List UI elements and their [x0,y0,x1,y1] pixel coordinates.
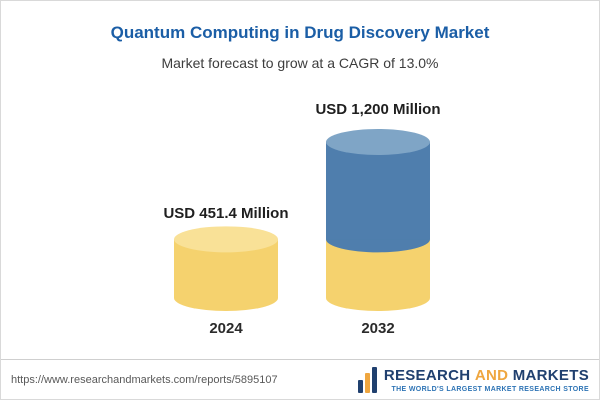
cylinder-top-face [326,129,430,155]
logo-word-markets: MARKETS [512,366,589,384]
cylinder-segment-body [326,142,430,240]
chart-title: Quantum Computing in Drug Discovery Mark… [110,23,490,42]
report-url-link[interactable]: https://www.researchandmarkets.com/repor… [11,373,278,386]
logo-tagline: THE WORLD'S LARGEST MARKET RESEARCH STOR… [391,385,589,393]
category-label-2024: 2024 [209,320,243,337]
footer-bar: https://www.researchandmarkets.com/repor… [1,359,599,399]
logo-bars-icon [357,366,377,393]
value-label-2024: USD 451.4 Million [163,205,289,222]
cylinder-top-face [174,226,278,253]
logo-text-block: RESEARCH AND MARKETS THE WORLD'S LARGEST… [384,367,589,393]
logo-wordmark: RESEARCH AND MARKETS [384,367,589,384]
logo-word-and: AND [474,366,509,384]
logo-word-research: RESEARCH [383,366,471,384]
value-label-2032: USD 1,200 Million [315,101,441,118]
chart-subtitle: Market forecast to grow at a CAGR of 13.… [161,55,439,71]
research-and-markets-logo: RESEARCH AND MARKETS THE WORLD'S LARGEST… [357,366,589,393]
category-label-2032: 2032 [361,320,395,337]
